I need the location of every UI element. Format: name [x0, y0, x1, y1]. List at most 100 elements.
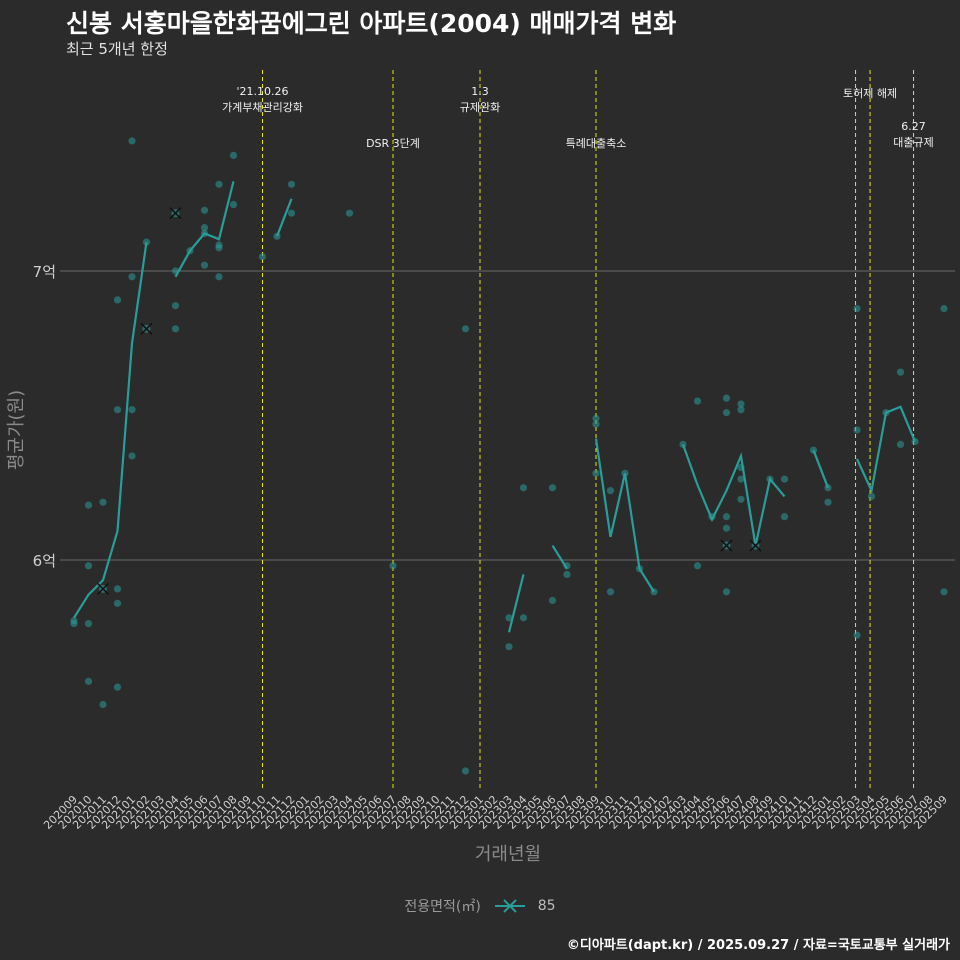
data-point	[171, 302, 180, 310]
data-point	[693, 397, 702, 405]
data-point	[70, 619, 78, 628]
data-point	[606, 487, 615, 495]
data-point	[505, 614, 513, 622]
data-point	[853, 426, 861, 434]
data-point	[896, 368, 905, 376]
event-annotation: DSR 3단계	[366, 137, 420, 150]
series-line-85	[507, 574, 525, 633]
data-point	[780, 475, 789, 483]
event-annotation: 특례대출축소	[566, 137, 627, 150]
data-point	[84, 501, 93, 509]
data-point	[722, 394, 731, 402]
data-point	[548, 484, 557, 492]
data-point	[128, 137, 136, 145]
data-point	[606, 588, 615, 596]
legend: 전용면적(㎡) 85	[0, 896, 960, 916]
data-point	[171, 325, 180, 333]
data-point	[563, 570, 571, 579]
data-point	[128, 452, 136, 460]
data-point	[548, 596, 557, 605]
data-point	[722, 588, 731, 596]
data-point	[215, 273, 223, 281]
event-annotation: 가계부채관리강화	[222, 101, 303, 114]
series-line-85	[174, 181, 235, 278]
data-point	[345, 209, 354, 217]
data-point	[737, 406, 745, 414]
series-line-85	[855, 405, 917, 495]
y-axis-label: 평균가(원)	[6, 390, 27, 470]
cancelled-marker-icon	[749, 539, 762, 552]
y-tick-label: 6억	[33, 552, 56, 570]
event-annotation: 6.27	[901, 120, 926, 133]
data-point	[853, 304, 861, 313]
legend-key-icon	[493, 896, 527, 916]
chart-title: 신봉 서홍마을한화꿈에그린 아파트(2004) 매매가격 변화	[66, 9, 677, 38]
data-point	[519, 484, 528, 492]
data-point	[780, 513, 789, 521]
data-point	[113, 406, 122, 414]
data-point	[258, 252, 267, 261]
legend-entry-85: 85	[537, 898, 556, 914]
data-point	[84, 619, 93, 628]
cancelled-marker-icon	[169, 207, 182, 220]
data-point	[113, 296, 122, 304]
event-annotation: 규제완화	[460, 101, 500, 114]
data-point	[128, 406, 136, 414]
series-line-85	[594, 438, 655, 593]
data-point	[896, 440, 905, 448]
data-point	[200, 261, 209, 269]
data-point	[287, 180, 296, 188]
cancelled-marker-icon	[96, 582, 110, 595]
data-point	[113, 585, 122, 593]
data-point	[592, 469, 600, 477]
legend-title: 전용면적(㎡)	[404, 899, 481, 915]
series-line-85	[275, 198, 293, 237]
event-annotation: 토허제 해제	[843, 86, 897, 100]
data-point	[519, 614, 528, 622]
data-point	[84, 562, 93, 570]
data-point	[113, 599, 122, 607]
series-line-85	[551, 545, 568, 570]
data-point	[722, 513, 731, 521]
data-point	[99, 498, 107, 506]
data-point	[99, 700, 107, 709]
data-point	[853, 631, 861, 639]
data-point	[505, 643, 513, 651]
series-line-85	[681, 444, 786, 546]
data-point	[128, 273, 136, 281]
data-point	[229, 151, 238, 159]
series-line-85	[73, 241, 148, 619]
data-point	[737, 400, 745, 408]
data-point	[940, 304, 948, 313]
data-point	[693, 562, 702, 570]
data-point	[592, 414, 600, 422]
cancelled-marker-icon	[140, 322, 153, 335]
data-point	[461, 767, 470, 775]
data-point	[113, 683, 122, 691]
source-caption: ©디아파트(dapt.kr) / 2025.09.27 / 자료=국토교통부 실…	[566, 938, 950, 953]
data-point	[722, 409, 731, 417]
series-line-85	[812, 449, 830, 489]
data-point	[737, 495, 745, 503]
data-point	[592, 420, 600, 428]
data-point	[200, 206, 209, 214]
event-annotation: 1.3	[471, 85, 489, 98]
data-point	[200, 224, 209, 232]
data-point	[461, 325, 470, 333]
data-point	[229, 200, 238, 209]
data-point	[867, 492, 876, 501]
chart-subtitle: 최근 5개년 한정	[66, 40, 168, 58]
y-tick-label: 7억	[33, 263, 56, 281]
data-point	[215, 244, 223, 252]
data-point	[722, 524, 731, 532]
data-point	[287, 209, 296, 217]
data-point	[824, 498, 832, 506]
cancelled-marker-icon	[720, 539, 733, 552]
data-point	[84, 677, 93, 685]
data-point	[215, 180, 223, 188]
event-annotation: 대출규제	[893, 136, 933, 149]
data-point	[737, 475, 745, 483]
data-point	[940, 588, 948, 596]
event-annotation: '21.10.26	[236, 85, 288, 98]
